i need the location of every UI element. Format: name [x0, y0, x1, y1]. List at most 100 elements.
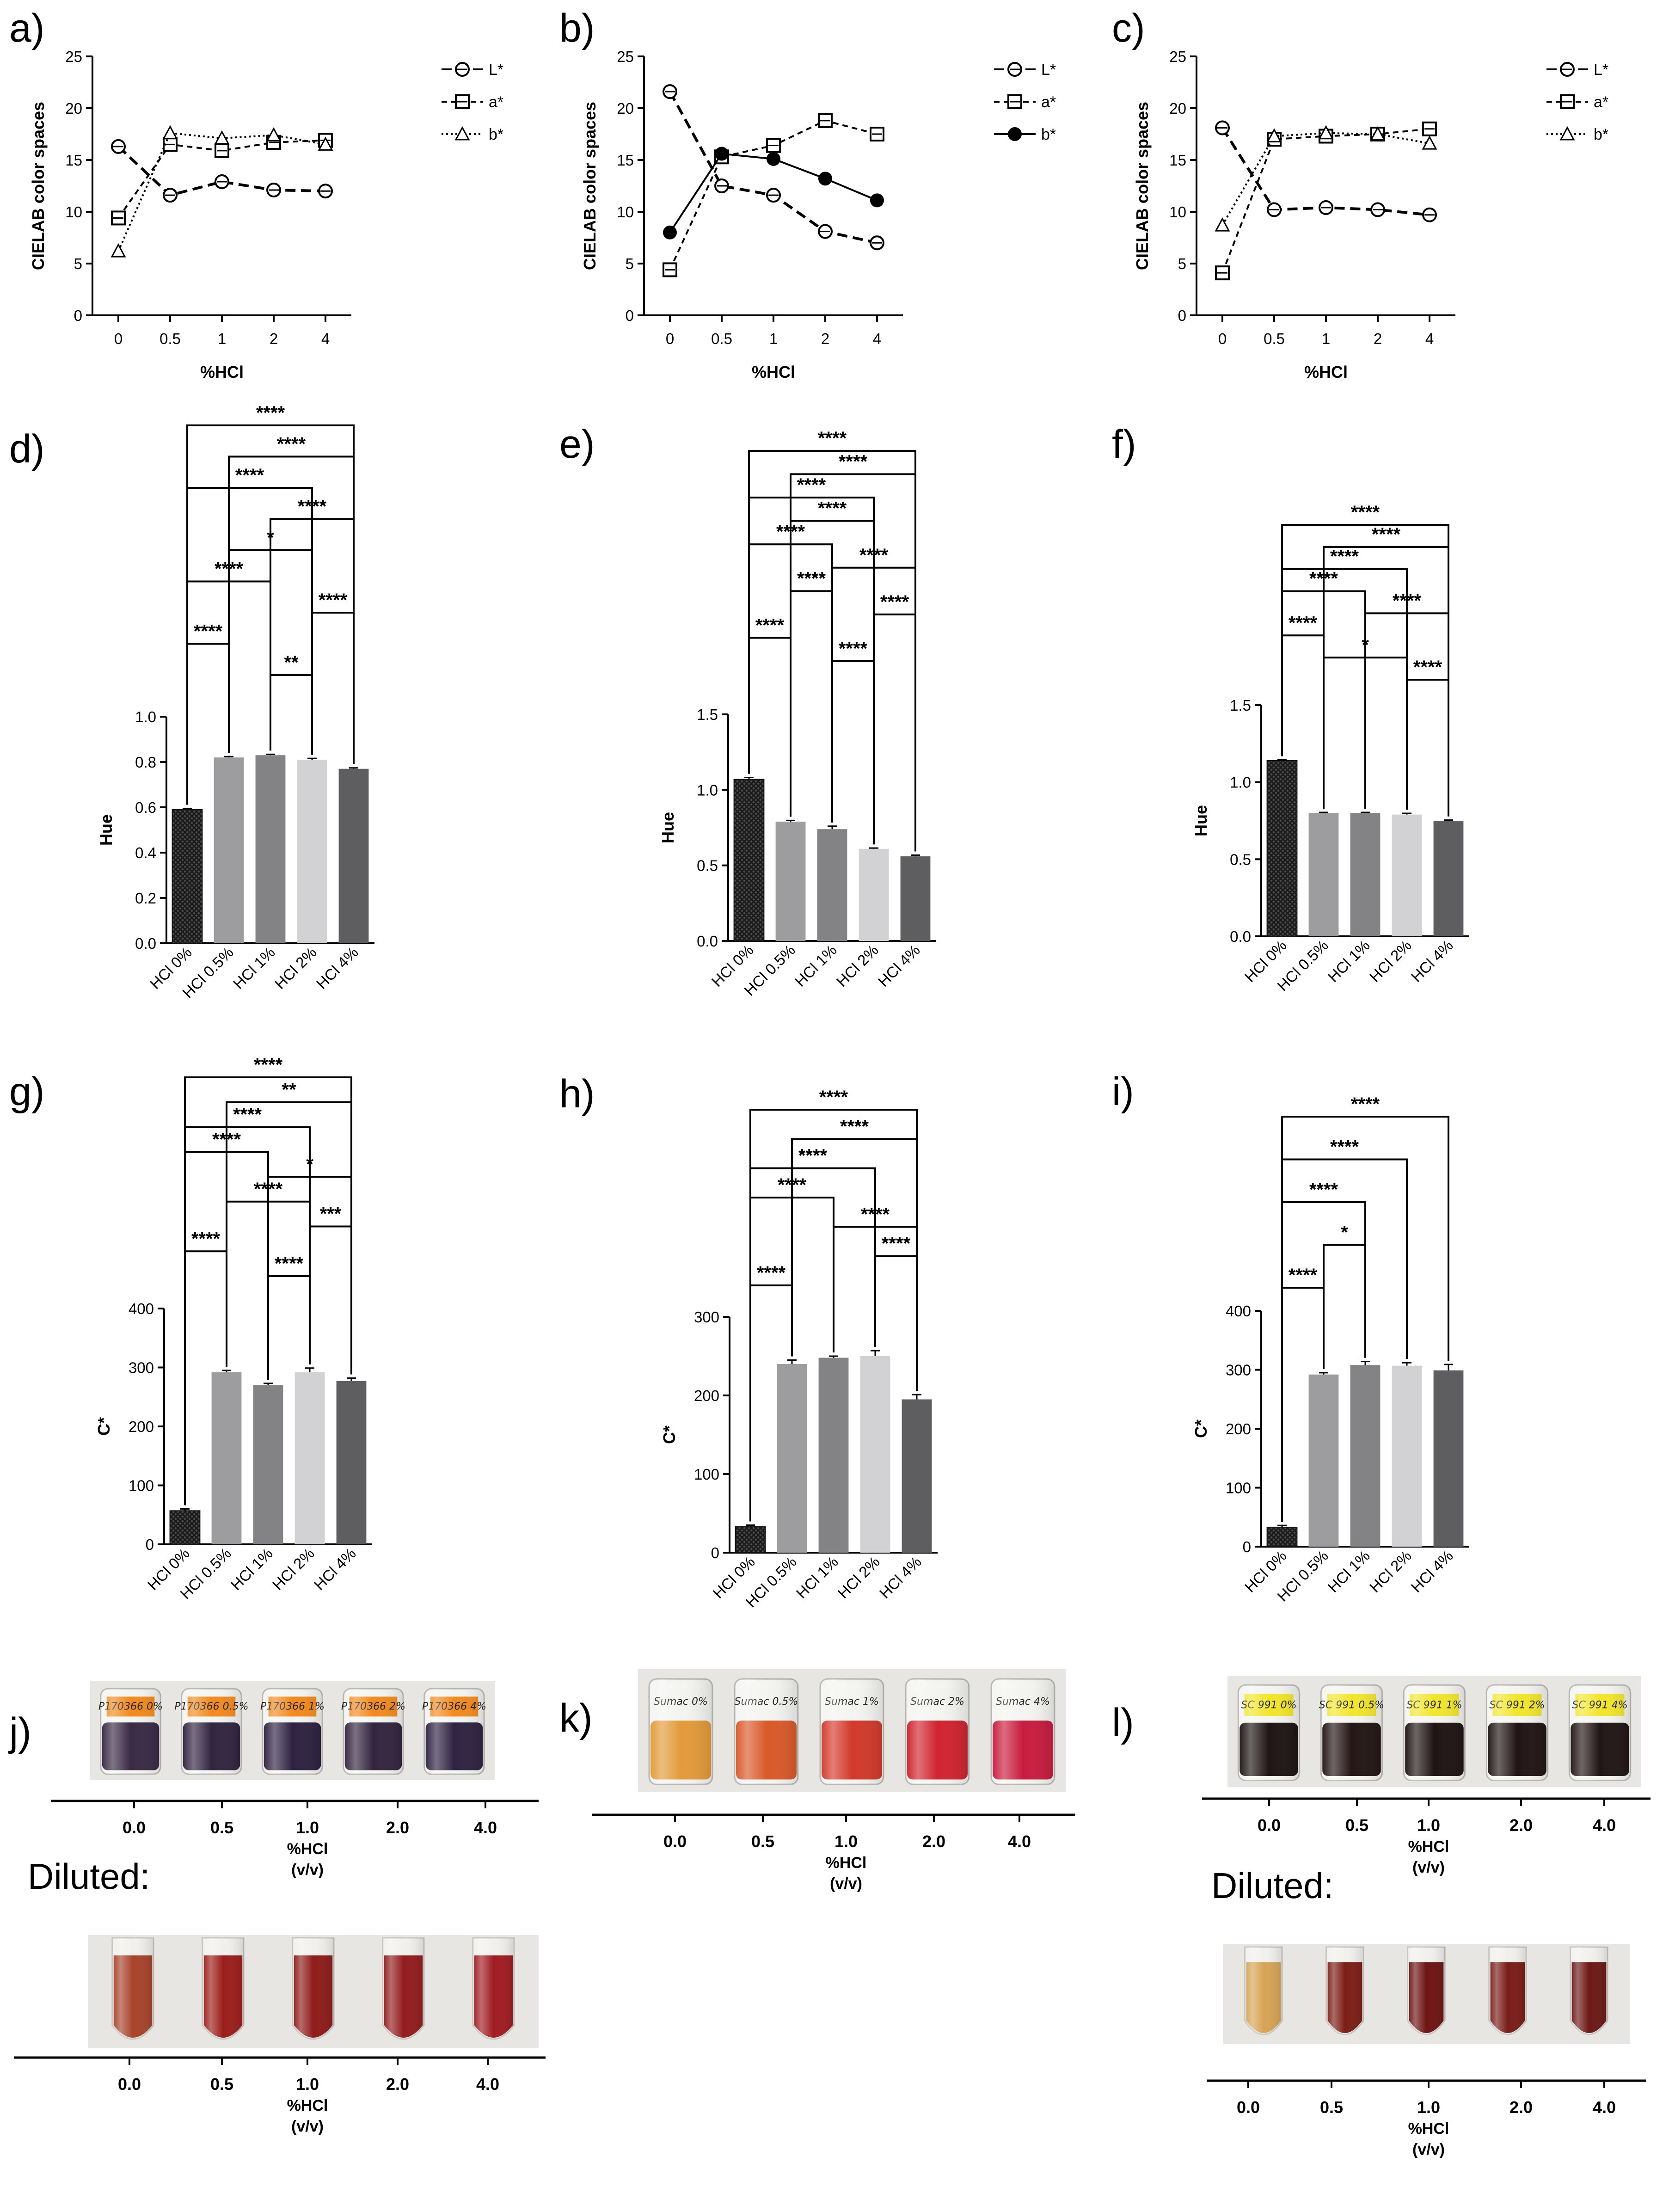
- x-tick-label-d: HCl 1%: [230, 944, 278, 992]
- photo-axis-unit: (v/v): [291, 1861, 324, 1879]
- significance-label-g-6: ***: [320, 1204, 342, 1224]
- y-axis-title-c: CIELAB color spaces: [1133, 102, 1152, 270]
- test-tube-glass: [1326, 1947, 1364, 2034]
- panel-label-k: k): [559, 1696, 593, 1740]
- y-axis-title-f: Hue: [1191, 805, 1210, 836]
- y-axis-title-h: C*: [660, 1426, 679, 1444]
- x-axis-title-b: %HCl: [752, 363, 795, 381]
- y-tick-label-c: 20: [1169, 100, 1186, 117]
- x-tick-label-h: HCl 2%: [834, 1553, 883, 1602]
- significance-label-f-2: ****: [1330, 547, 1359, 567]
- significance-bracket-h-2: [749, 1167, 876, 1522]
- panel-label-a: a): [9, 6, 44, 50]
- series-c-0: L*: [1215, 61, 1608, 222]
- x-tick-label-f: HCl 1%: [1325, 937, 1373, 985]
- series-line-a-1: [117, 139, 326, 219]
- vial-glass: [991, 1679, 1055, 1785]
- y-tick-label-a: 0: [74, 307, 82, 324]
- significance-label-d-7: ****: [194, 621, 223, 642]
- x-tick-label-g: HCl 1%: [227, 1545, 276, 1593]
- bar-f-2: [1350, 813, 1381, 936]
- significance-bracket-e-8: [748, 637, 792, 817]
- legend-label-b-0: L*: [1041, 61, 1056, 79]
- bar-i-0: [1266, 1526, 1298, 1548]
- x-tick-label-i: HCl 4%: [1408, 1547, 1456, 1596]
- vial-glass: [1404, 1685, 1465, 1781]
- significance-bracket-g-6: [309, 1225, 352, 1375]
- panel-label-i: i): [1112, 1069, 1134, 1114]
- test-tube-glass: [1489, 1947, 1527, 2034]
- x-tick-label-a: 4: [321, 330, 330, 347]
- photo-axis-label: %HCl: [1408, 2120, 1449, 2138]
- photo-axis-unit: (v/v): [830, 1875, 862, 1892]
- bar-e-0: [733, 779, 765, 941]
- y-tick-label-e: 1.0: [697, 781, 718, 799]
- x-tick-label-c: 0: [1218, 330, 1227, 347]
- series-b-2: b*: [663, 126, 1056, 240]
- y-tick-label-b: 10: [617, 203, 634, 221]
- data-point-c-2-4: [1422, 135, 1437, 150]
- bar-h-4: [902, 1399, 932, 1553]
- legend-label-b-1: a*: [1041, 93, 1056, 111]
- bar-d-1: [214, 757, 244, 943]
- y-tick-label-i: 100: [1226, 1480, 1251, 1497]
- photo-axis-unit: (v/v): [1412, 2141, 1445, 2158]
- x-tick-label-b: 0: [666, 330, 674, 347]
- bar-e-4: [900, 856, 931, 941]
- y-tick-label-d: 0.8: [135, 754, 156, 771]
- significance-bracket-g-1: [226, 1101, 352, 1375]
- significance-bracket-e-1: [790, 473, 916, 852]
- significance-label-e-0: ****: [818, 428, 847, 449]
- x-tick-label-b: 2: [821, 330, 829, 347]
- test-tube-glass: [382, 1938, 424, 2039]
- series-c-2: b*: [1215, 125, 1608, 232]
- y-tick-label-h: 0: [711, 1544, 719, 1561]
- photo-tick-label: 4.0: [474, 1818, 497, 1837]
- y-tick-label-i: 300: [1226, 1362, 1251, 1379]
- bar-g-4: [336, 1381, 367, 1544]
- bar-g-1: [211, 1372, 242, 1544]
- vial-glass: [262, 1689, 323, 1775]
- significance-bracket-f-7: [1406, 679, 1449, 817]
- bar-d-4: [338, 768, 369, 943]
- y-axis-title-g: C*: [94, 1417, 113, 1436]
- vial-glass: [820, 1679, 884, 1785]
- data-point-b-2-3: [818, 172, 832, 186]
- photo-tick-label: 1.0: [1417, 1816, 1440, 1835]
- significance-bracket-g-2: [184, 1126, 311, 1505]
- significance-label-g-3: ****: [212, 1129, 241, 1149]
- y-tick-label-d: 0.6: [135, 799, 156, 816]
- panel-label-l: l): [1112, 1701, 1134, 1745]
- significance-bracket-i-4: [1281, 1287, 1325, 1522]
- bar-i-1: [1308, 1374, 1339, 1547]
- line-chart-a: a) 0 5 10 15 20 25 0 0.5 1 2 4 %HCl CIELAB color spac…: [9, 6, 503, 381]
- significance-bracket-i-1: [1281, 1158, 1408, 1522]
- y-axis-title-e: Hue: [658, 812, 677, 843]
- y-tick-label-b: 0: [626, 307, 634, 324]
- x-tick-label-d: HCl 4%: [313, 944, 362, 992]
- photo-tick-label: 1.0: [834, 1832, 858, 1851]
- significance-label-e-9: ****: [839, 639, 868, 659]
- y-tick-label-a: 15: [65, 152, 82, 169]
- y-tick-label-a: 5: [74, 255, 82, 272]
- significance-label-h-0: ****: [819, 1087, 848, 1107]
- photo-tick-label: 1.0: [296, 1818, 319, 1837]
- x-axis-title-a: %HCl: [200, 363, 244, 381]
- significance-bracket-e-9: [831, 660, 875, 845]
- significance-label-g-4: *: [306, 1154, 313, 1174]
- y-tick-label-i: 400: [1226, 1303, 1251, 1320]
- line-chart-c: c) 0 5 10 15 20 25 0 0.5 1 2 4 %HCl CIELAB color spac…: [1112, 6, 1608, 381]
- test-tube-glass: [1245, 1947, 1282, 2034]
- series-line-b-0: [669, 91, 877, 245]
- bar-f-0: [1266, 760, 1298, 937]
- significance-bracket-g-8: [267, 1275, 311, 1380]
- vial-glass: [343, 1689, 404, 1775]
- legend-label-c-1: a*: [1594, 93, 1608, 111]
- y-tick-label-c: 5: [1178, 255, 1186, 272]
- photo-tick-label: 1.0: [296, 2075, 319, 2094]
- y-tick-label-a: 20: [65, 100, 82, 117]
- data-point-a-2-0: [110, 243, 126, 258]
- photo-axis-unit: (v/v): [291, 2118, 324, 2135]
